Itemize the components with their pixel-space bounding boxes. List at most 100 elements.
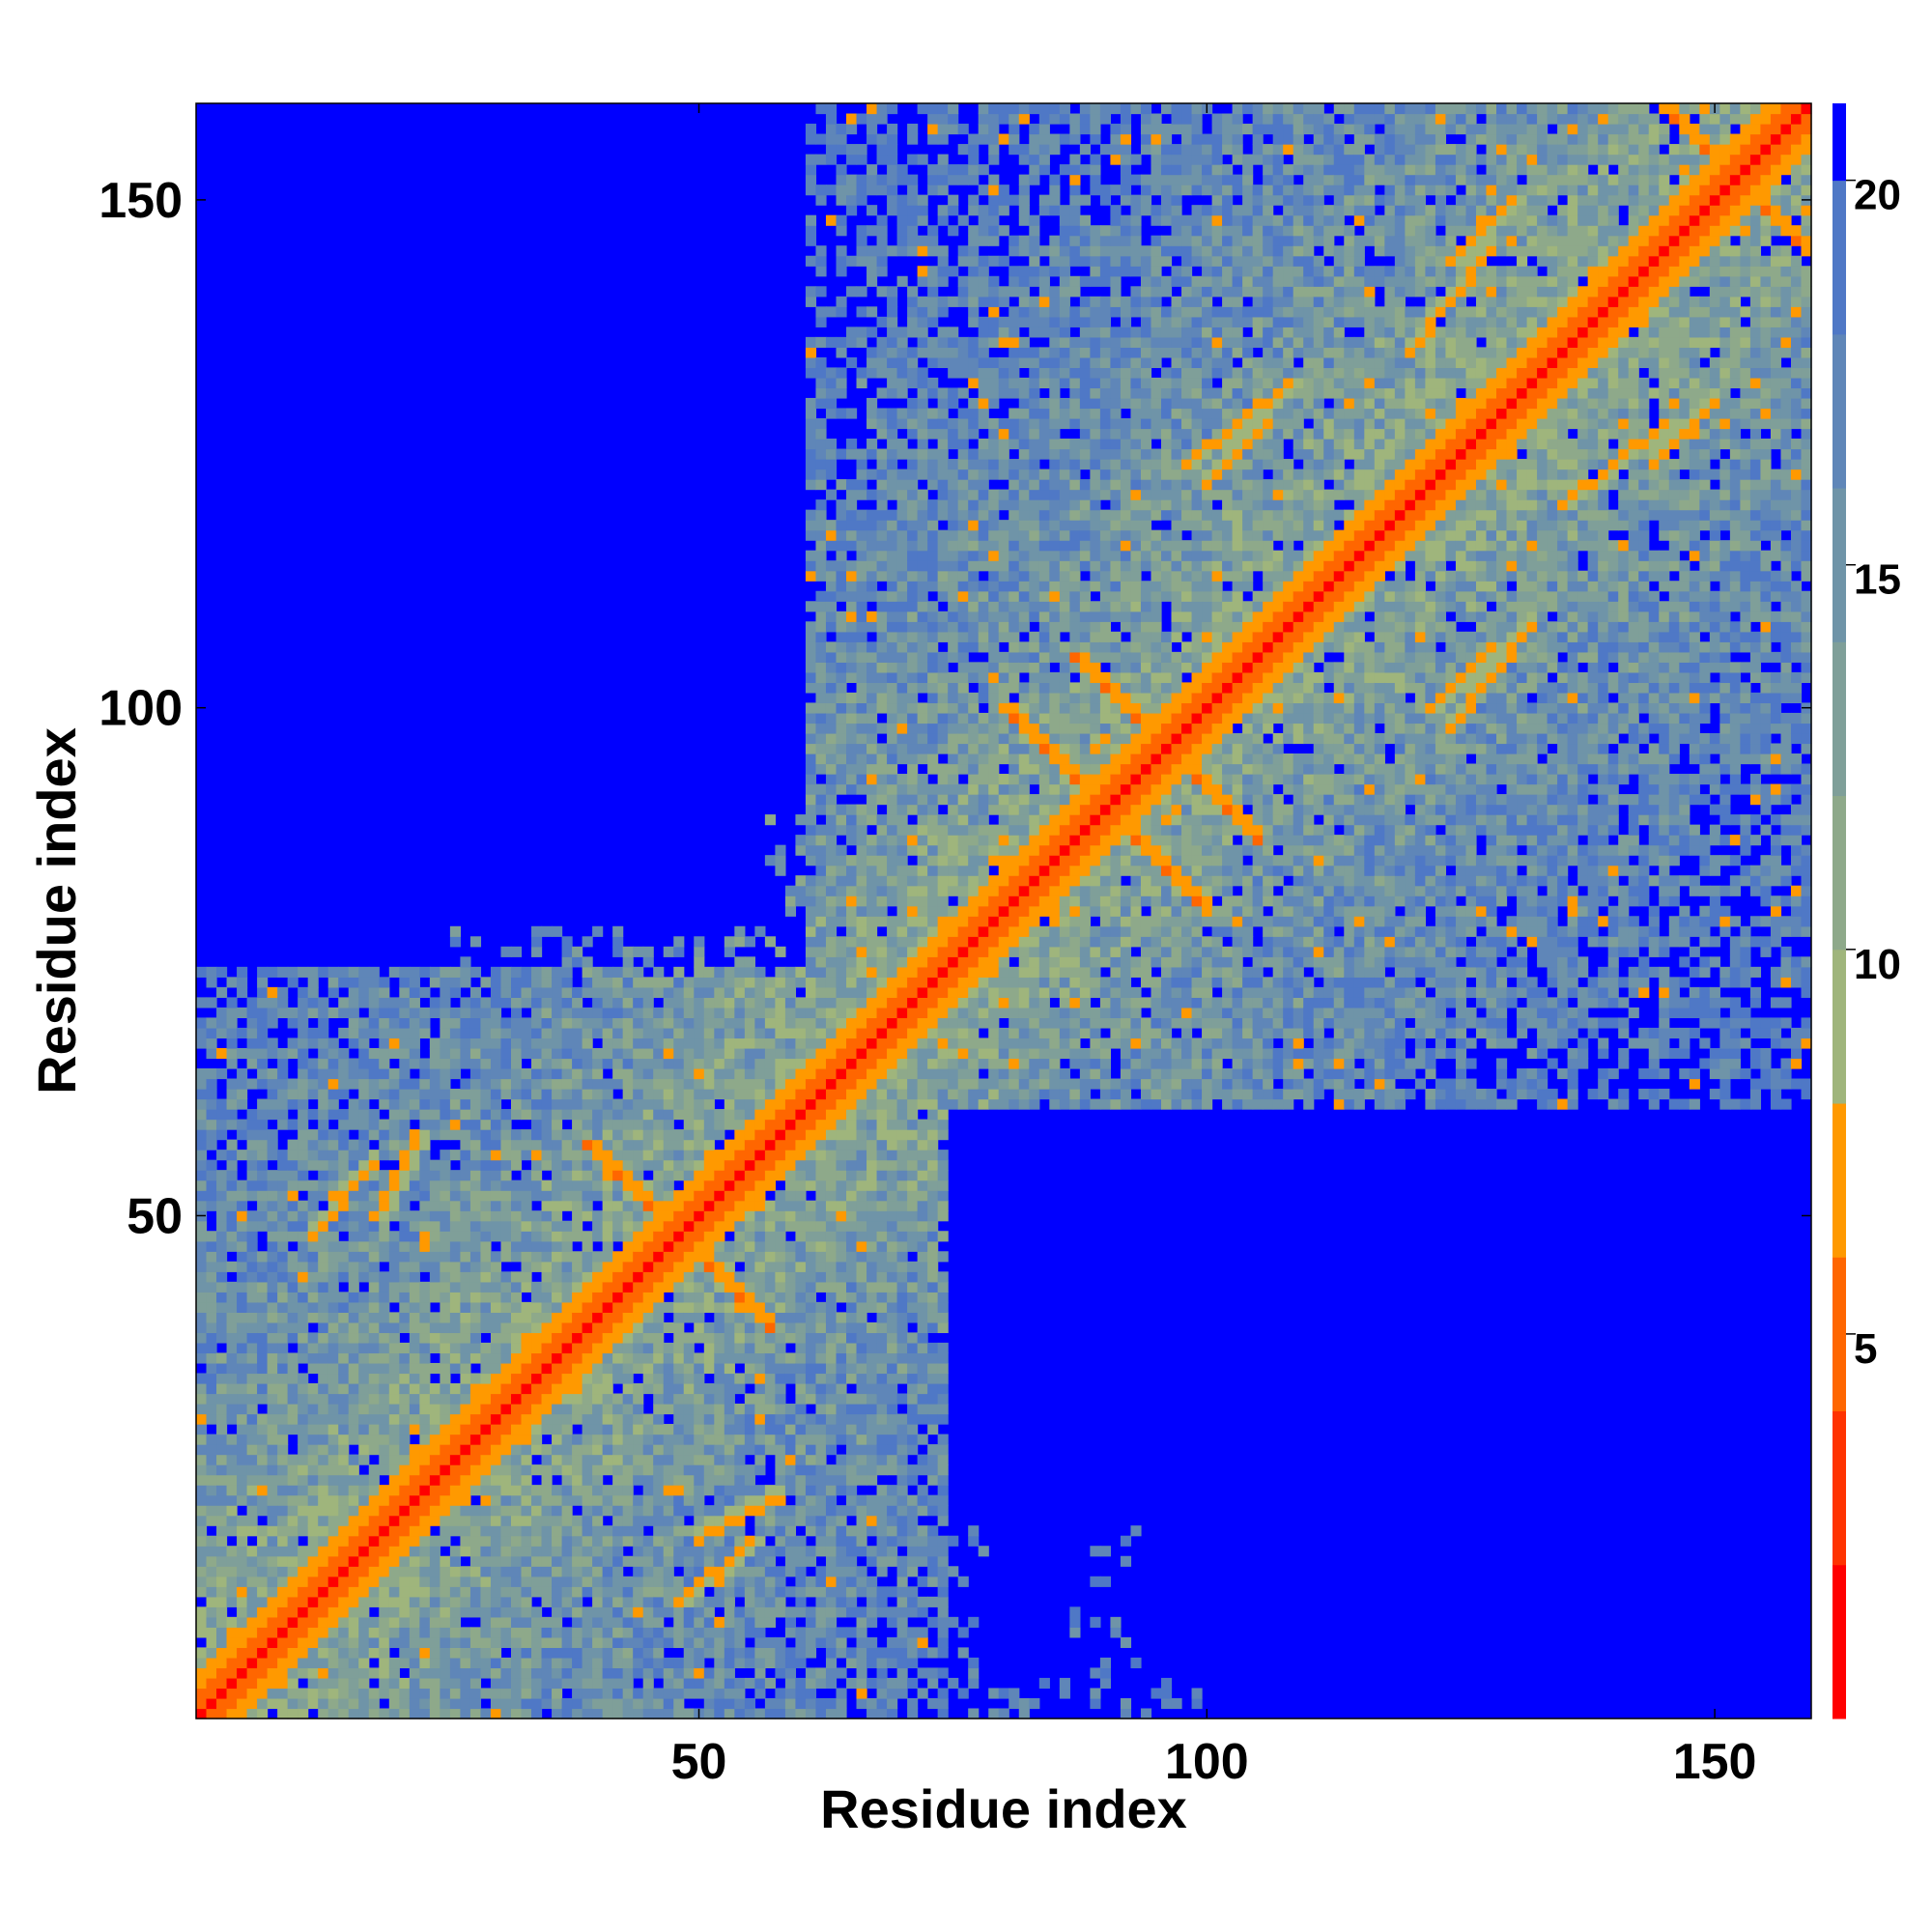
heatmap-cell <box>836 124 847 135</box>
heatmap-cell <box>825 459 838 470</box>
heatmap-cell <box>379 1566 390 1577</box>
heatmap-cell <box>642 1505 654 1517</box>
heatmap-cell <box>552 1362 563 1375</box>
heatmap-cell <box>784 1271 797 1283</box>
heatmap-cell <box>673 1047 685 1060</box>
heatmap-cell <box>572 1515 583 1526</box>
heatmap-cell <box>734 1231 746 1242</box>
heatmap-cell <box>226 1301 238 1313</box>
heatmap-cell <box>836 1089 847 1100</box>
heatmap-cell <box>784 1139 797 1151</box>
heatmap-cell <box>531 1047 543 1060</box>
heatmap-cell <box>440 1515 451 1526</box>
heatmap-cell <box>318 1505 329 1517</box>
heatmap-cell <box>815 1179 827 1191</box>
heatmap-cell <box>318 1586 329 1598</box>
heatmap-cell <box>419 1515 431 1526</box>
heatmap-cell <box>592 1078 604 1090</box>
heatmap-cell <box>399 1546 411 1557</box>
heatmap-cell <box>267 1474 278 1486</box>
heatmap-cell <box>510 1159 523 1171</box>
heatmap-cell <box>784 1424 797 1435</box>
heatmap-cell <box>490 977 502 988</box>
heatmap-cell <box>815 641 827 653</box>
heatmap-cell <box>561 1301 573 1313</box>
heatmap-cell <box>694 1231 705 1242</box>
heatmap-cell <box>388 1321 400 1334</box>
heatmap-cell <box>836 1220 847 1232</box>
heatmap-cell <box>836 1535 847 1547</box>
heatmap-cell <box>683 1129 695 1141</box>
heatmap-cell <box>226 1362 238 1375</box>
heatmap-cell <box>612 1292 624 1303</box>
heatmap-cell <box>419 1089 431 1100</box>
heatmap-cell <box>490 1261 502 1272</box>
heatmap-cell <box>237 1078 248 1090</box>
heatmap-cell <box>653 1210 665 1222</box>
heatmap-cell <box>338 1667 350 1679</box>
heatmap-cell <box>510 1190 523 1202</box>
heatmap-cell <box>531 1677 543 1690</box>
heatmap-cell <box>348 1464 359 1476</box>
heatmap-cell <box>287 1657 298 1669</box>
heatmap-cell <box>856 1525 867 1537</box>
heatmap-cell <box>856 1505 867 1517</box>
heatmap-cell <box>795 1413 807 1425</box>
heatmap-cell <box>836 783 847 795</box>
heatmap-cell <box>815 1301 827 1313</box>
heatmap-cell <box>846 1200 858 1211</box>
heatmap-cell <box>795 1382 807 1395</box>
heatmap-cell <box>449 1494 462 1506</box>
heatmap-cell <box>388 1677 400 1690</box>
heatmap-cell <box>612 1220 624 1232</box>
heatmap-cell <box>784 1505 797 1517</box>
heatmap-cell <box>764 1292 776 1303</box>
heatmap-cell <box>541 1089 553 1100</box>
heatmap-cell <box>469 997 482 1009</box>
heatmap-cell <box>784 895 797 907</box>
heatmap-cell <box>419 1616 431 1628</box>
heatmap-cell <box>784 1281 797 1293</box>
heatmap-cell <box>795 1434 807 1445</box>
heatmap-cell <box>703 1159 715 1171</box>
heatmap-cell <box>379 1210 390 1222</box>
heatmap-cell <box>663 1027 674 1039</box>
heatmap-cell <box>226 1636 238 1648</box>
heatmap-cell <box>510 1474 523 1486</box>
heatmap-cell <box>429 1586 440 1598</box>
heatmap-cell <box>449 1312 462 1323</box>
heatmap-cell <box>388 1179 400 1191</box>
heatmap-cell <box>338 1494 350 1506</box>
heatmap-cell <box>602 1586 613 1598</box>
heatmap-cell <box>480 1170 492 1181</box>
heatmap-cell <box>694 986 705 998</box>
heatmap-cell <box>856 1067 867 1080</box>
heatmap-cell <box>480 1566 492 1577</box>
heatmap-cell <box>348 1688 359 1699</box>
heatmap-cell <box>825 844 838 856</box>
heatmap-cell <box>287 1393 298 1405</box>
heatmap-cell <box>277 1170 289 1181</box>
heatmap-cell <box>815 611 827 622</box>
heatmap-cell <box>298 1697 309 1710</box>
heatmap-cell <box>277 1281 289 1293</box>
heatmap-cell <box>510 1098 523 1110</box>
heatmap-cell <box>805 1485 817 1496</box>
heatmap-cell <box>409 1708 420 1719</box>
heatmap-cell <box>379 1688 390 1699</box>
heatmap-cell <box>642 1119 654 1130</box>
heatmap-cell <box>663 1708 674 1719</box>
heatmap-cell <box>582 1576 593 1587</box>
heatmap-cell <box>277 1119 289 1130</box>
heatmap-cell <box>673 1494 685 1506</box>
heatmap-cell <box>368 1667 380 1679</box>
heatmap-cell <box>764 1210 776 1222</box>
heatmap-cell <box>582 1281 593 1293</box>
heatmap-cell <box>307 1535 319 1547</box>
heatmap-cell <box>561 1047 573 1060</box>
heatmap-cell <box>216 1444 228 1456</box>
heatmap-cell <box>196 997 208 1009</box>
heatmap-cell <box>592 1382 604 1395</box>
heatmap-cell <box>521 1382 532 1395</box>
heatmap-cell <box>694 1109 705 1121</box>
